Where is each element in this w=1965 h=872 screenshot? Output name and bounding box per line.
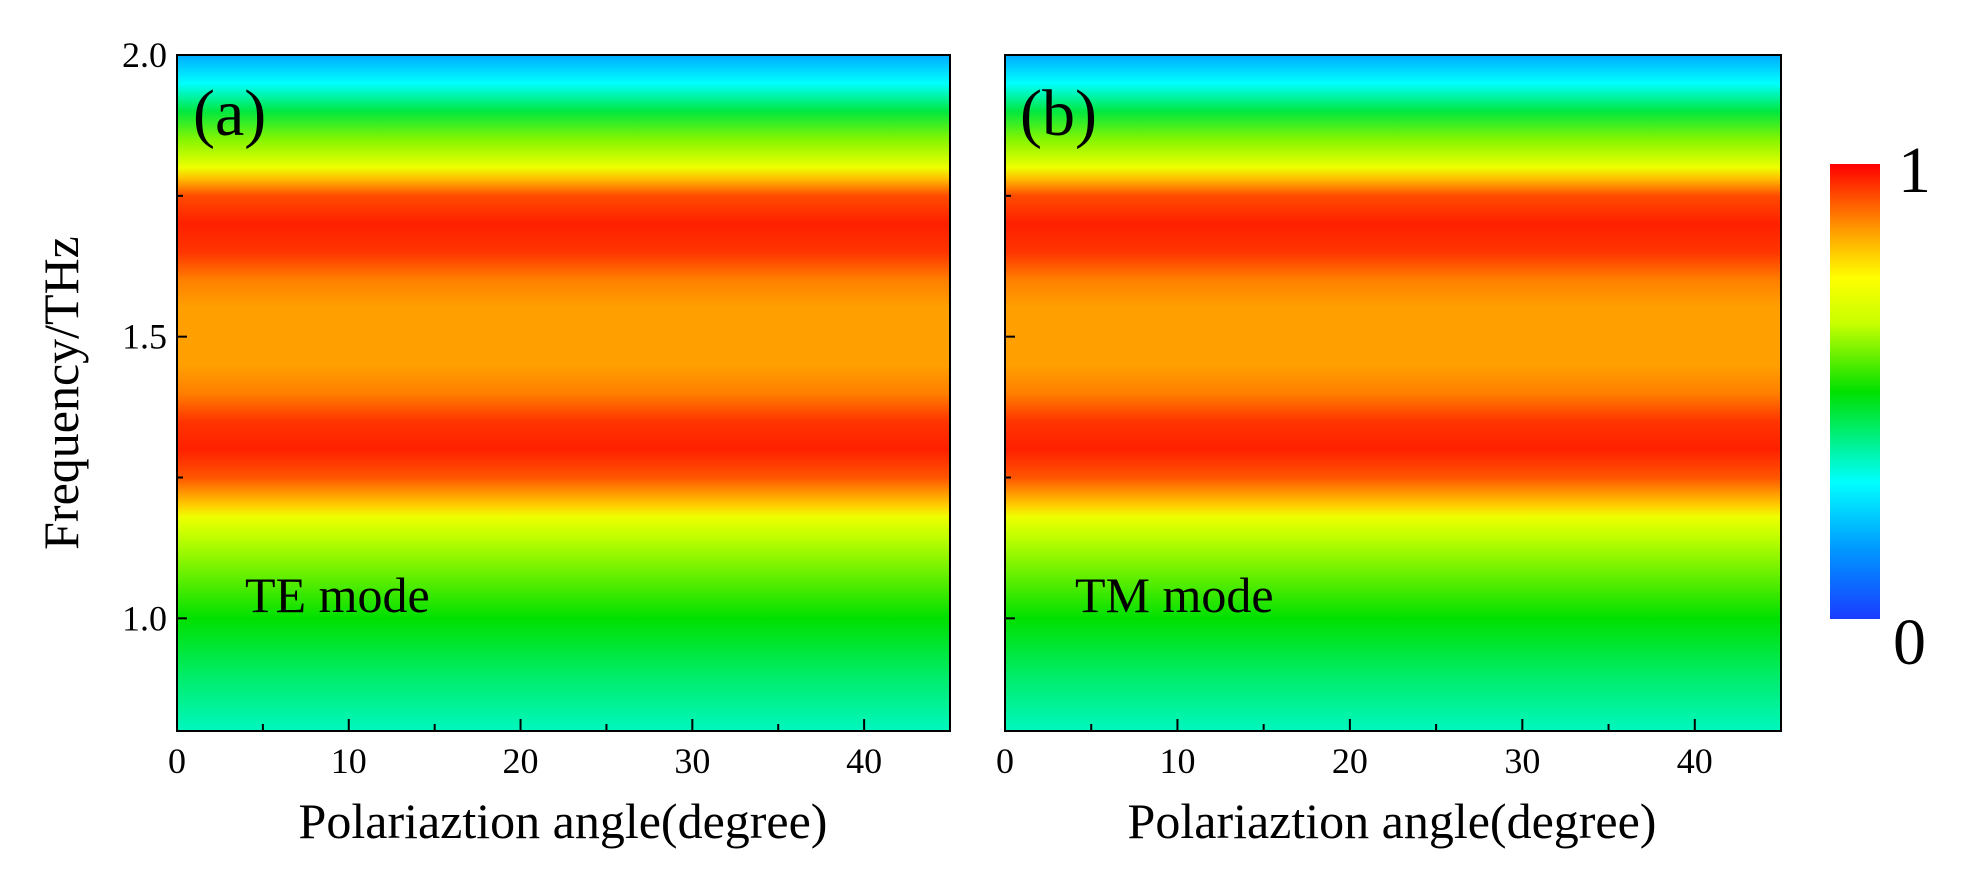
x-tick-label: 40 [1677, 741, 1713, 781]
y-tick-label: 1.0 [122, 598, 167, 638]
x-tick-label: 40 [846, 741, 882, 781]
panel-a-xlabel: Polariaztion angle(degree) [299, 793, 828, 849]
colorbar-gradient [1830, 164, 1880, 619]
x-tick-label: 0 [168, 741, 186, 781]
panel-a-annotation: TE mode [245, 567, 430, 623]
panel-b-frame [1004, 54, 1782, 732]
panel-a-ylabel: Frequency/THz [33, 236, 89, 550]
x-tick-label: 0 [996, 741, 1014, 781]
panel-b-tick-labels: 0 10 20 30 40 [996, 741, 1713, 781]
x-tick-label: 20 [503, 741, 539, 781]
x-tick-label: 30 [1504, 741, 1540, 781]
y-tick-label: 1.5 [122, 317, 167, 357]
panel-b-ticks [1004, 54, 1696, 731]
colorbar: 1 0 [1830, 134, 1931, 679]
y-tick-label: 2.0 [122, 35, 167, 75]
panel-a-frame [176, 54, 951, 732]
x-tick-label: 30 [674, 741, 710, 781]
panel-a-heatmap [177, 55, 950, 731]
colorbar-max-label: 1 [1898, 134, 1931, 207]
x-tick-label: 10 [331, 741, 367, 781]
panel-a-label: (a) [193, 77, 266, 150]
colorbar-min-label: 0 [1893, 606, 1926, 679]
panel-b-heatmap [1005, 55, 1781, 731]
panel-a-ticks [176, 54, 866, 731]
panel-b: 0 10 20 30 40 (b) TM mode Polariaztion angle… [996, 54, 1782, 849]
panel-b-annotation: TM mode [1075, 567, 1274, 623]
panel-a-tick-labels: 0 10 20 30 40 1.0 1.5 2.0 [122, 35, 882, 781]
panel-b-xlabel: Polariaztion angle(degree) [1128, 793, 1657, 849]
x-tick-label: 10 [1159, 741, 1195, 781]
x-tick-label: 20 [1332, 741, 1368, 781]
panel-a: 0 10 20 30 40 1.0 1.5 2.0 (a) TE mode Polariazt… [33, 35, 951, 849]
panel-b-label: (b) [1020, 77, 1097, 150]
